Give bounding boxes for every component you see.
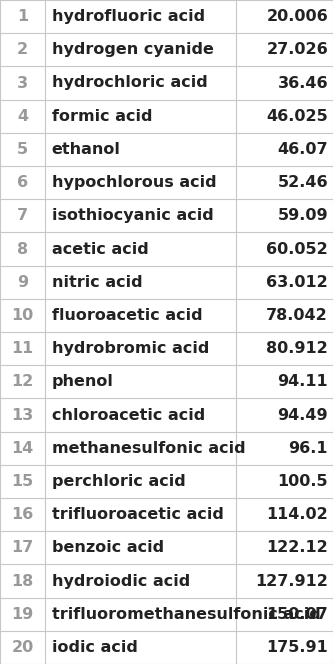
Text: 8: 8 xyxy=(17,242,28,256)
Text: 1: 1 xyxy=(17,9,28,24)
Text: 10: 10 xyxy=(11,308,34,323)
Text: 94.11: 94.11 xyxy=(277,374,328,389)
Text: 17: 17 xyxy=(11,540,34,555)
Text: trifluoroacetic acid: trifluoroacetic acid xyxy=(52,507,223,522)
Text: hypochlorous acid: hypochlorous acid xyxy=(52,175,216,190)
Text: hydrofluoric acid: hydrofluoric acid xyxy=(52,9,205,24)
Text: 122.12: 122.12 xyxy=(266,540,328,555)
Text: formic acid: formic acid xyxy=(52,109,152,124)
Text: 59.09: 59.09 xyxy=(277,208,328,223)
Text: 18: 18 xyxy=(11,574,34,588)
Text: 3: 3 xyxy=(17,76,28,90)
Text: 80.912: 80.912 xyxy=(266,341,328,356)
Text: perchloric acid: perchloric acid xyxy=(52,474,185,489)
Text: 46.07: 46.07 xyxy=(277,142,328,157)
Text: ethanol: ethanol xyxy=(52,142,121,157)
Text: chloroacetic acid: chloroacetic acid xyxy=(52,408,205,422)
Text: nitric acid: nitric acid xyxy=(52,275,142,290)
Text: 13: 13 xyxy=(11,408,34,422)
Text: 100.5: 100.5 xyxy=(277,474,328,489)
Text: 127.912: 127.912 xyxy=(255,574,328,588)
Text: trifluoromethanesulfonic acid: trifluoromethanesulfonic acid xyxy=(52,607,320,622)
Text: 27.026: 27.026 xyxy=(266,42,328,57)
Text: phenol: phenol xyxy=(52,374,114,389)
Text: 5: 5 xyxy=(17,142,28,157)
Text: benzoic acid: benzoic acid xyxy=(52,540,164,555)
Text: 15: 15 xyxy=(11,474,34,489)
Text: 78.042: 78.042 xyxy=(266,308,328,323)
Text: 36.46: 36.46 xyxy=(277,76,328,90)
Text: 96.1: 96.1 xyxy=(288,441,328,456)
Text: 14: 14 xyxy=(11,441,34,456)
Text: 46.025: 46.025 xyxy=(266,109,328,124)
Text: hydroiodic acid: hydroiodic acid xyxy=(52,574,190,588)
Text: 175.91: 175.91 xyxy=(266,640,328,655)
Text: 6: 6 xyxy=(17,175,28,190)
Text: hydrobromic acid: hydrobromic acid xyxy=(52,341,209,356)
Text: 16: 16 xyxy=(11,507,34,522)
Text: hydrochloric acid: hydrochloric acid xyxy=(52,76,207,90)
Text: 20.006: 20.006 xyxy=(266,9,328,24)
Text: 150.07: 150.07 xyxy=(266,607,328,622)
Text: 52.46: 52.46 xyxy=(277,175,328,190)
Text: 11: 11 xyxy=(11,341,34,356)
Text: 94.49: 94.49 xyxy=(277,408,328,422)
Text: isothiocyanic acid: isothiocyanic acid xyxy=(52,208,213,223)
Text: 9: 9 xyxy=(17,275,28,290)
Text: 12: 12 xyxy=(11,374,34,389)
Text: 4: 4 xyxy=(17,109,28,124)
Text: fluoroacetic acid: fluoroacetic acid xyxy=(52,308,202,323)
Text: acetic acid: acetic acid xyxy=(52,242,149,256)
Text: hydrogen cyanide: hydrogen cyanide xyxy=(52,42,213,57)
Text: 20: 20 xyxy=(11,640,34,655)
Text: 63.012: 63.012 xyxy=(266,275,328,290)
Text: 19: 19 xyxy=(11,607,34,622)
Text: 114.02: 114.02 xyxy=(266,507,328,522)
Text: 2: 2 xyxy=(17,42,28,57)
Text: iodic acid: iodic acid xyxy=(52,640,138,655)
Text: 60.052: 60.052 xyxy=(266,242,328,256)
Text: methanesulfonic acid: methanesulfonic acid xyxy=(52,441,245,456)
Text: 7: 7 xyxy=(17,208,28,223)
